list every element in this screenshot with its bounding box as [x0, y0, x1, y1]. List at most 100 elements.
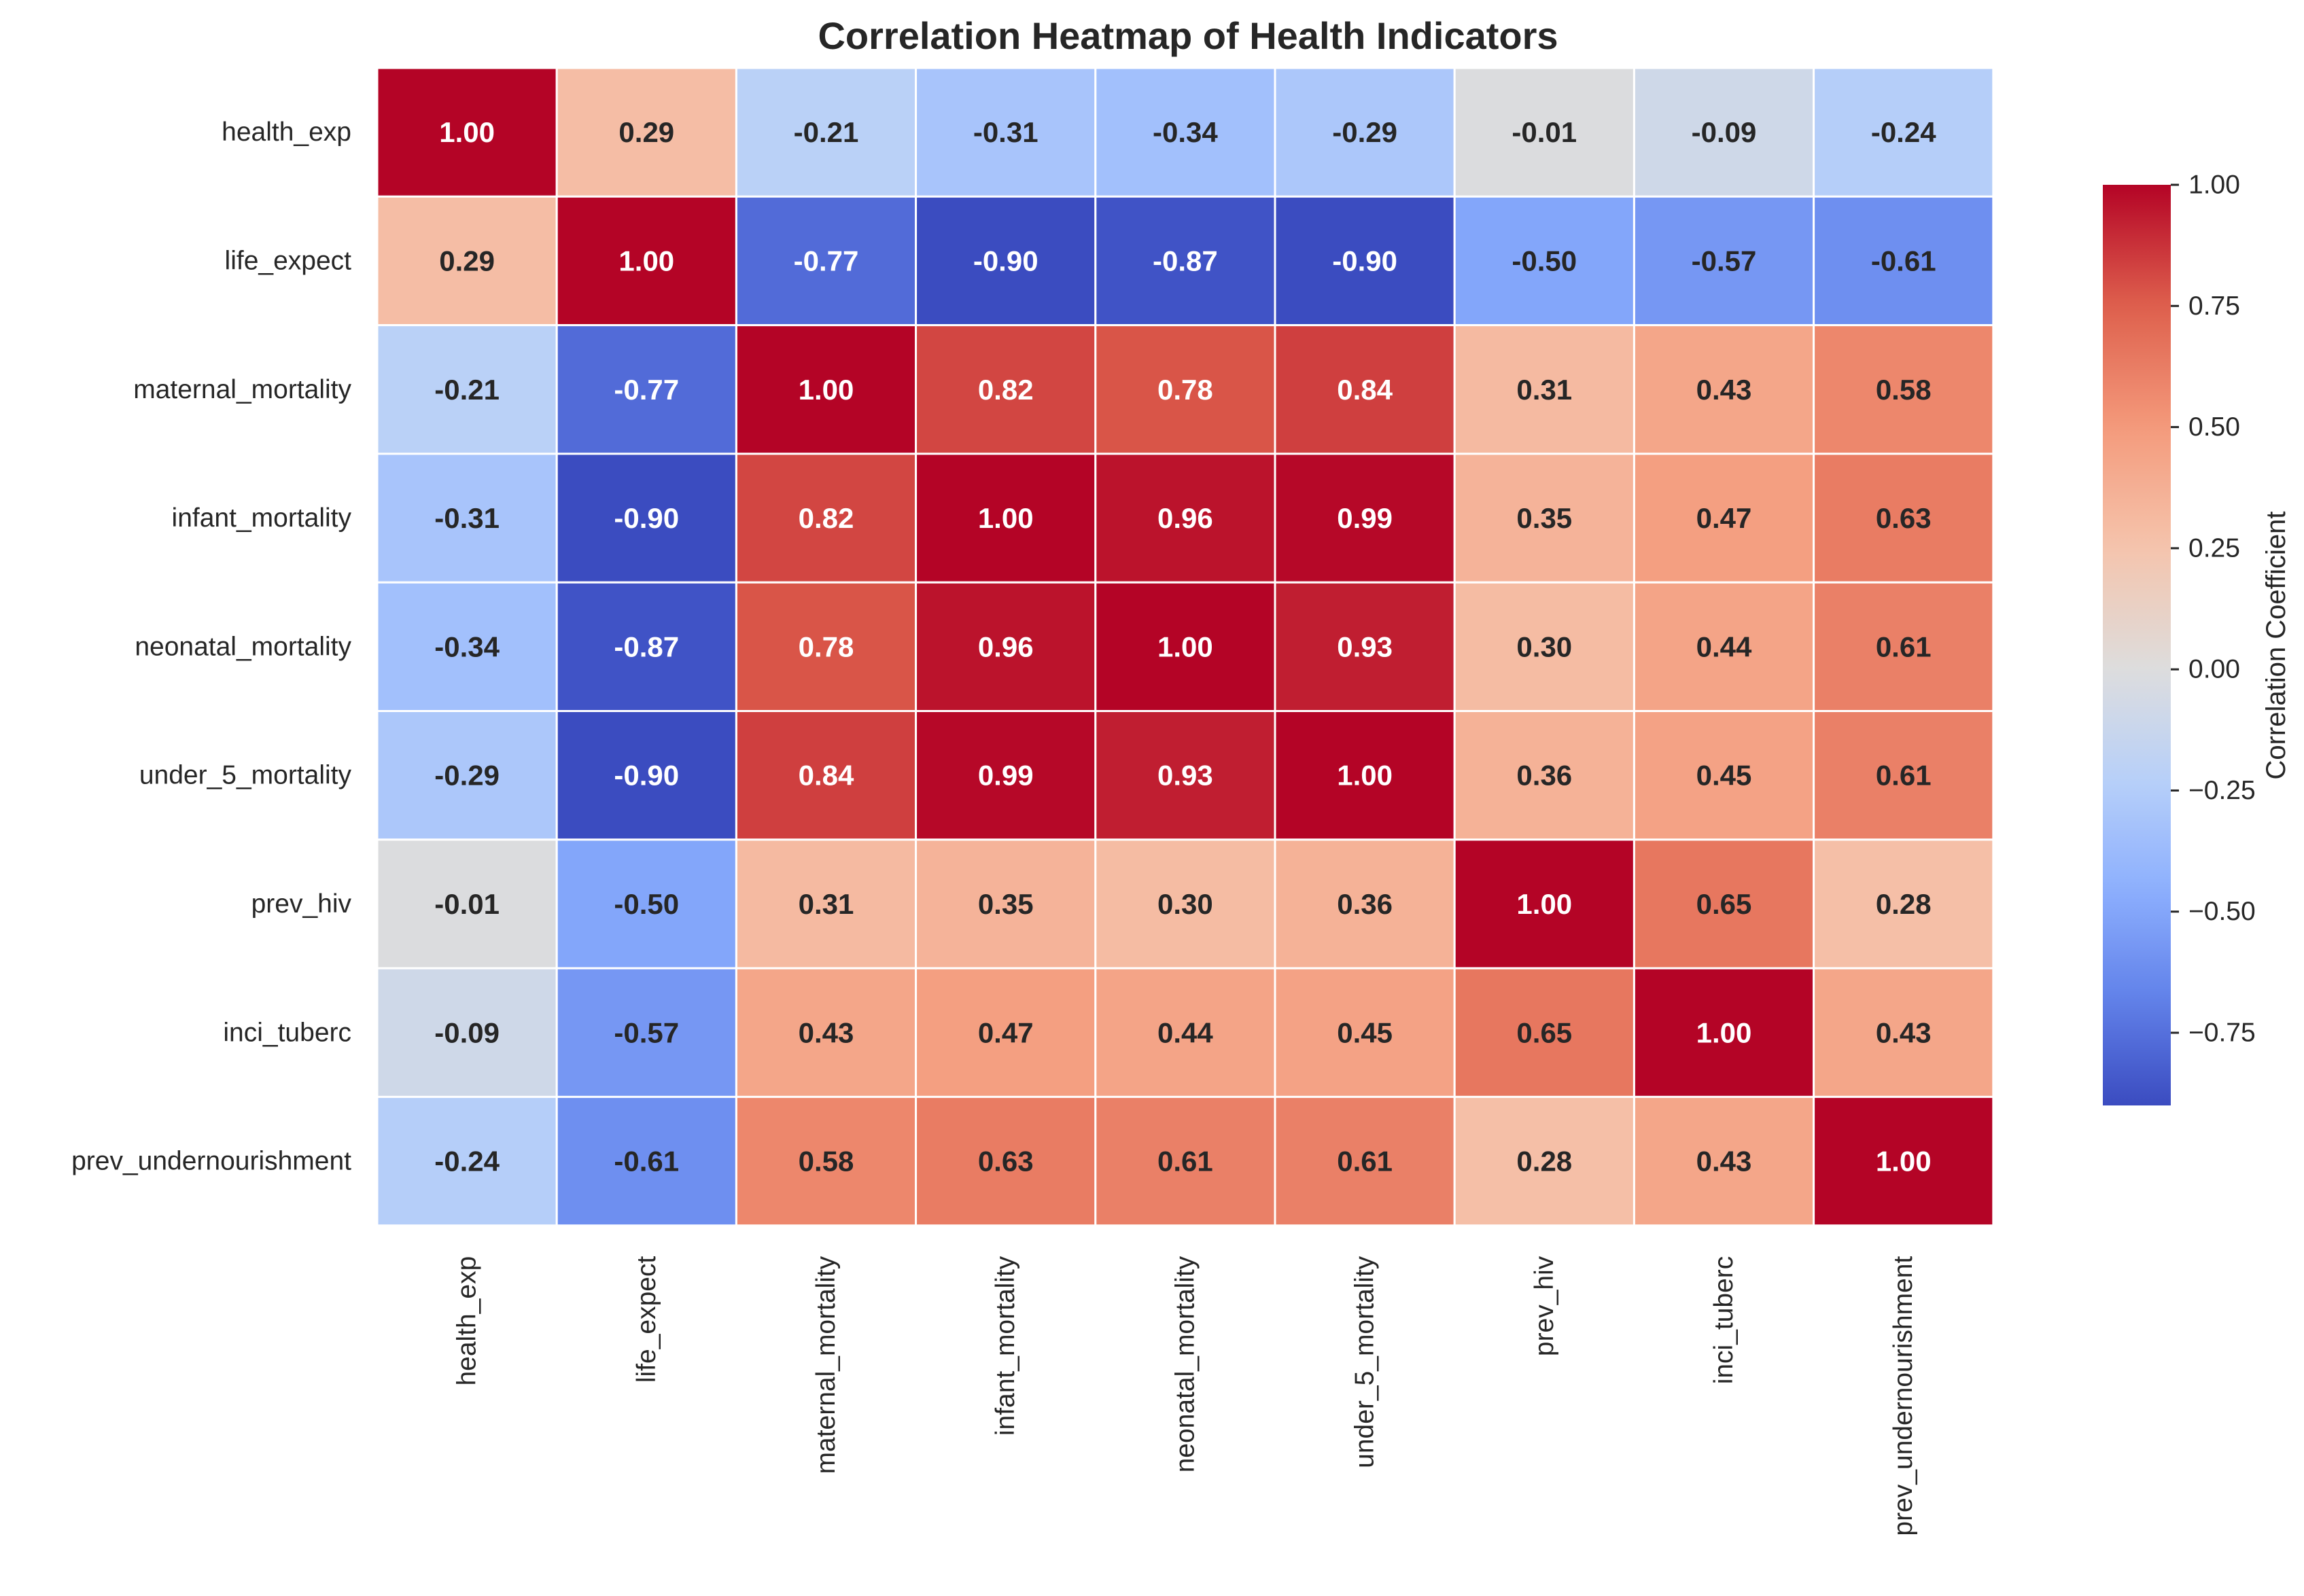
heatmap-cell [1274, 967, 1456, 1098]
row-label: prev_undernourishment [71, 1147, 351, 1176]
cell-value-label: 0.31 [1516, 374, 1572, 406]
heatmap-cell [1813, 324, 1995, 455]
colorbar-label: Correlation Coefficient [2261, 511, 2291, 779]
heatmap-cell [1453, 838, 1635, 970]
cell-value-label: 1.00 [1516, 888, 1572, 920]
colorbar-tick-label: 0.25 [2188, 533, 2240, 563]
cell-value-label: 0.93 [1337, 631, 1393, 662]
column-label: prev_undernourishment [1889, 1256, 1918, 1536]
cell-value-label: 0.65 [1696, 888, 1752, 920]
heatmap-cell [1453, 1095, 1635, 1227]
cell-value-label: 0.43 [1696, 374, 1752, 406]
cell-value-label: -0.50 [614, 888, 679, 920]
cell-value-label: 0.96 [978, 631, 1034, 662]
heatmap-cell [376, 453, 558, 584]
cell-value-label: -0.34 [434, 631, 500, 662]
heatmap-cell [1274, 581, 1456, 713]
cell-value-label: -0.61 [614, 1146, 679, 1177]
row-label: neonatal_mortality [135, 632, 351, 661]
colorbar-tick-label: 0.00 [2188, 655, 2240, 684]
cell-value-label: 0.84 [799, 760, 854, 792]
row-label: inci_tuberc [223, 1018, 351, 1047]
row-label: life_expect [225, 246, 352, 275]
heatmap-cell [735, 67, 918, 198]
heatmap-cell [915, 453, 1097, 584]
heatmap-cell [376, 838, 558, 970]
cell-value-label: 0.29 [618, 116, 674, 148]
cell-value-label: -0.31 [973, 116, 1038, 148]
heatmap-cell [1813, 967, 1995, 1098]
cell-value-label: 1.00 [618, 245, 674, 277]
cell-value-label: -0.29 [1332, 116, 1397, 148]
heatmap-cell [1453, 195, 1635, 327]
cell-value-label: 0.30 [1516, 631, 1572, 662]
cell-value-label: -0.24 [1871, 116, 1936, 148]
cell-value-label: -0.57 [1692, 245, 1757, 277]
heatmap-cell [1094, 324, 1276, 455]
cell-value-label: 0.78 [1157, 374, 1213, 406]
cell-value-label: 1.00 [439, 116, 495, 148]
row-label: health_exp [222, 118, 351, 147]
heatmap-cell [735, 324, 918, 455]
cell-value-label: -0.34 [1153, 116, 1218, 148]
heatmap-cell [376, 324, 558, 455]
heatmap-cell [1813, 453, 1995, 584]
heatmap-cell [735, 581, 918, 713]
cell-value-label: 1.00 [978, 502, 1034, 534]
colorbar-tick-label: −0.25 [2188, 776, 2256, 805]
heatmap-cell [1274, 710, 1456, 841]
cell-value-label: 0.45 [1696, 760, 1752, 792]
cell-value-label: -0.09 [434, 1016, 500, 1048]
cell-value-label: 1.00 [1337, 760, 1393, 792]
row-label: maternal_mortality [133, 375, 351, 404]
cell-value-label: -0.21 [794, 116, 859, 148]
cell-value-label: -0.77 [614, 374, 679, 406]
column-label: prev_hiv [1530, 1256, 1559, 1356]
column-label: health_exp [453, 1256, 482, 1386]
cell-value-label: -0.50 [1512, 245, 1577, 277]
heatmap-cell [1274, 67, 1456, 198]
heatmap-cell [376, 967, 558, 1098]
column-labels: health_exp life_expect maternal_mortality i… [453, 1256, 1919, 1536]
heatmap-cell [1453, 324, 1635, 455]
cell-value-label: -0.90 [973, 245, 1038, 277]
cell-value-label: 0.61 [1876, 760, 1932, 792]
heatmap-cell [915, 67, 1097, 198]
cell-value-label: 0.61 [1337, 1146, 1393, 1177]
cell-value-label: -0.57 [614, 1016, 679, 1048]
heatmap-cell [1453, 581, 1635, 713]
colorbar-tick-label: −0.50 [2188, 897, 2256, 926]
cell-value-label: 0.63 [978, 1146, 1034, 1177]
heatmap-cell [915, 1095, 1097, 1227]
heatmap-cell [1813, 710, 1995, 841]
heatmap-cell [915, 710, 1097, 841]
cell-value-label: 0.43 [1696, 1146, 1752, 1177]
heatmap-cell [1813, 195, 1995, 327]
cell-value-label: 0.36 [1337, 888, 1393, 920]
cell-value-label: -0.61 [1871, 245, 1936, 277]
heatmap-cell [1094, 710, 1276, 841]
heatmap-cell [735, 967, 918, 1098]
heatmap-cell [376, 67, 558, 198]
heatmap-cell [1094, 967, 1276, 1098]
cell-value-label: 1.00 [1696, 1016, 1752, 1048]
cell-value-label: 0.44 [1157, 1016, 1213, 1048]
cell-value-label: -0.90 [614, 502, 679, 534]
cell-value-label: 0.93 [1157, 760, 1213, 792]
heatmap-cell [376, 195, 558, 327]
heatmap-cell [555, 838, 737, 970]
cell-value-label: 0.47 [1696, 502, 1752, 534]
heatmap-cell [915, 195, 1097, 327]
colorbar-gradient [2103, 185, 2171, 1105]
cell-value-label: 0.84 [1337, 374, 1393, 406]
heatmap-cell [1453, 967, 1635, 1098]
heatmap-cell [1094, 67, 1276, 198]
heatmap-cell [1094, 1095, 1276, 1227]
heatmap-cell [915, 324, 1097, 455]
cell-value-label: -0.77 [794, 245, 859, 277]
column-label: infant_mortality [991, 1256, 1020, 1436]
cell-value-label: 0.58 [799, 1146, 854, 1177]
heatmap-cell [1633, 453, 1815, 584]
heatmap-cell [376, 581, 558, 713]
